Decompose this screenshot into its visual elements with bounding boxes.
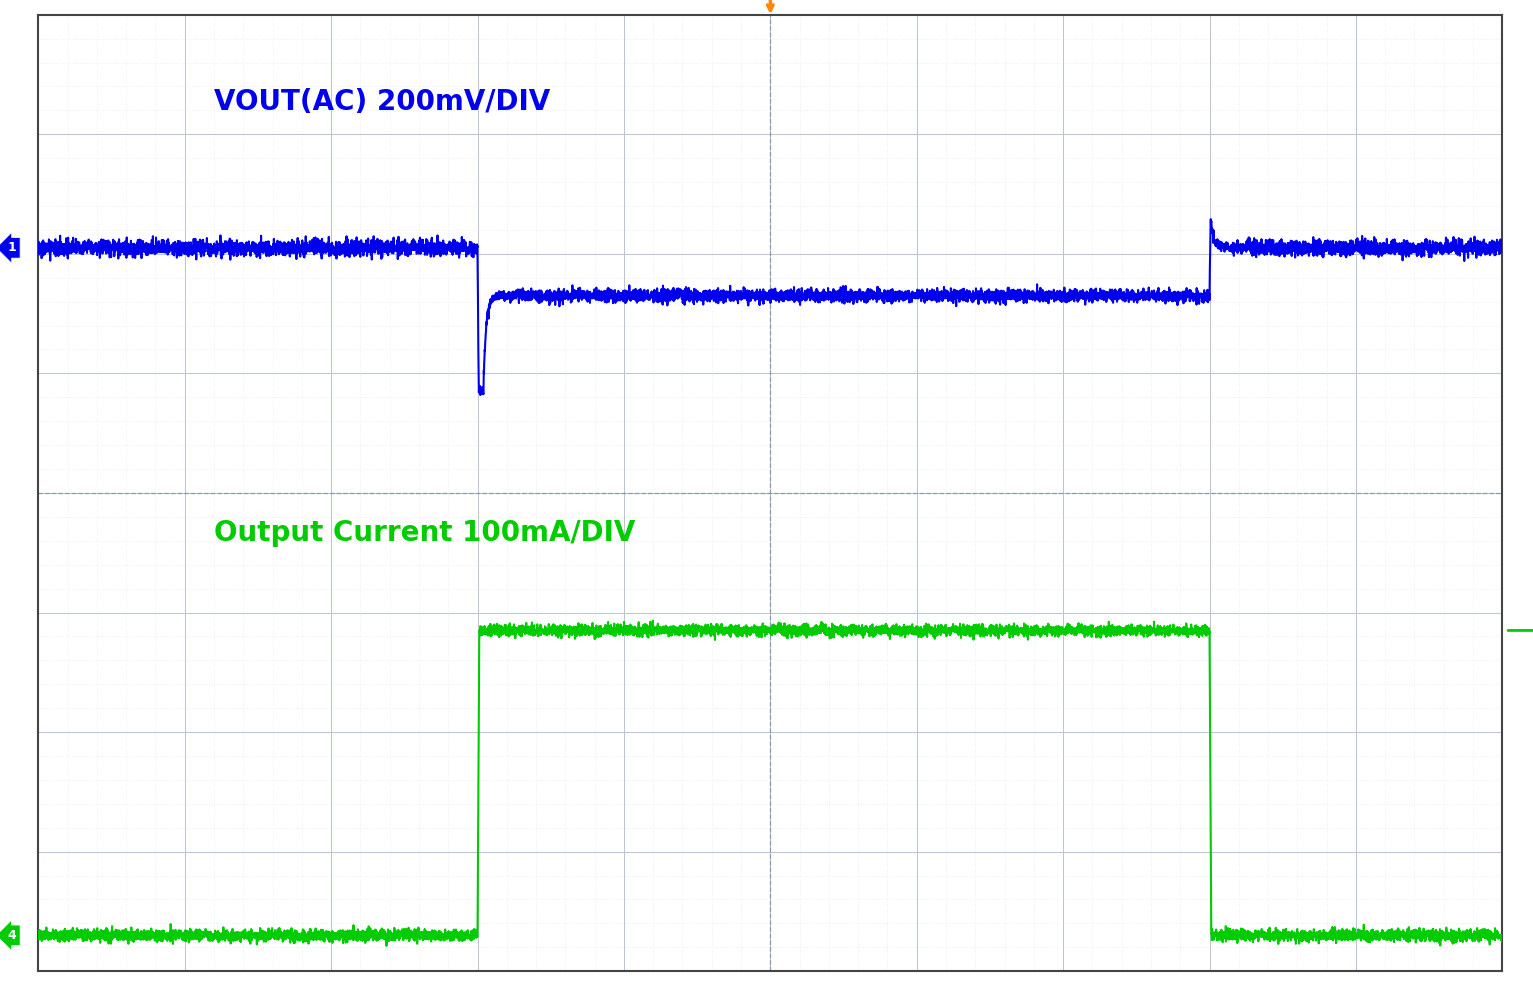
Text: 4: 4 — [8, 929, 17, 942]
Text: VOUT(AC) 200mV/DIV: VOUT(AC) 200mV/DIV — [215, 88, 550, 117]
Text: Output Current 100mA/DIV: Output Current 100mA/DIV — [215, 519, 635, 546]
Text: 1: 1 — [8, 241, 17, 254]
